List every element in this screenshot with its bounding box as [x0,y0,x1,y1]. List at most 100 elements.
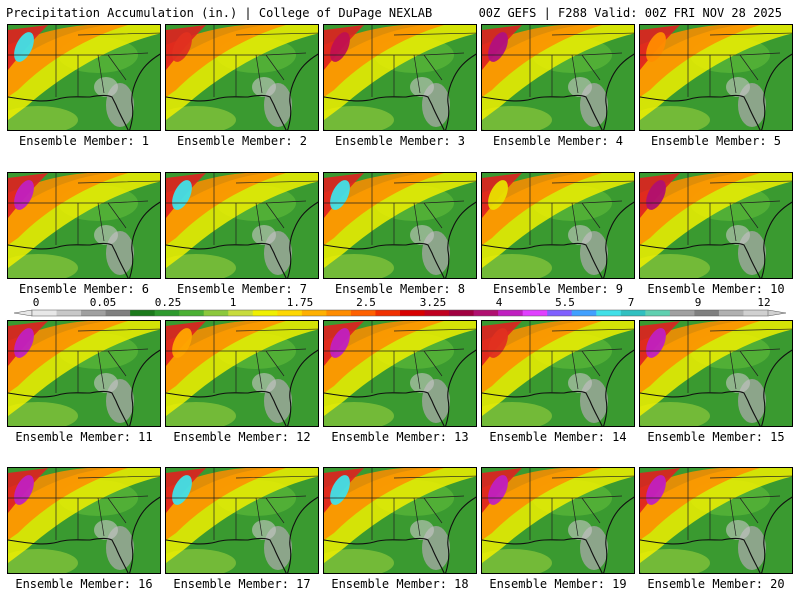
ensemble-member-label: Ensemble Member: 4 [492,134,624,148]
ensemble-member-label: Ensemble Member: 8 [334,282,466,296]
ensemble-map-panel [481,24,635,131]
colorbar-tick-label: 4 [495,296,503,309]
colorbar-segment [105,310,131,316]
ensemble-map-panel [323,320,477,427]
precip-map [640,468,792,573]
ensemble-map-panel [639,467,793,574]
colorbar-segment [694,310,720,316]
precip-map [8,321,160,426]
precip-map [8,468,160,573]
precip-map [166,25,318,130]
ensemble-map-panel [639,320,793,427]
ensemble-map-panel [7,320,161,427]
colorbar-segment [620,310,646,316]
valid-time-label: 00Z GEFS | F288 Valid: 00Z FRI NOV 28 20… [478,6,782,20]
colorbar-segment [56,310,82,316]
colorbar-segment [498,310,524,316]
precip-map [640,321,792,426]
colorbar-segment [32,310,58,316]
ensemble-member-label: Ensemble Member: 1 [18,134,150,148]
ensemble-map-panel [481,172,635,279]
ensemble-map-panel [165,172,319,279]
ensemble-member-label: Ensemble Member: 5 [650,134,782,148]
colorbar-segment [718,310,744,316]
colorbar-segment [449,310,475,316]
colorbar-segment [179,310,205,316]
precip-map [324,321,476,426]
colorbar-segment [375,310,401,316]
colorbar-tick-label: 3.25 [419,296,447,309]
colorbar-segment [400,310,426,316]
ensemble-member-label: Ensemble Member: 16 [15,577,153,591]
ensemble-member-label: Ensemble Member: 11 [15,430,153,444]
precip-map [8,25,160,130]
colorbar-tick-label: 7 [627,296,635,309]
ensemble-member-label: Ensemble Member: 13 [331,430,469,444]
ensemble-member-label: Ensemble Member: 18 [331,577,469,591]
ensemble-member-label: Ensemble Member: 19 [489,577,627,591]
ensemble-member-label: Ensemble Member: 9 [492,282,624,296]
ensemble-map-panel [323,172,477,279]
precip-map [324,25,476,130]
colorbar-segment [203,310,229,316]
precip-map [324,468,476,573]
precip-map [482,173,634,278]
ensemble-map-panel [481,320,635,427]
ensemble-map-panel [7,24,161,131]
ensemble-member-label: Ensemble Member: 14 [489,430,627,444]
colorbar-segment [350,310,376,316]
colorbar-tick-label: 0.05 [89,296,117,309]
ensemble-map-panel [165,24,319,131]
colorbar-segment [522,310,548,316]
ensemble-member-label: Ensemble Member: 7 [176,282,308,296]
colorbar-segment [277,310,303,316]
product-title: Precipitation Accumulation (in.) | Colle… [6,6,433,20]
ensemble-member-label: Ensemble Member: 20 [647,577,785,591]
colorbar-tick-label: 5.5 [555,296,575,309]
colorbar-tick-label: 0 [32,296,40,309]
precip-map [166,468,318,573]
precip-map [482,25,634,130]
colorbar-segment [571,310,597,316]
precip-map [640,173,792,278]
colorbar-segment [669,310,695,316]
colorbar-segment [252,310,278,316]
colorbar-segment [424,310,450,316]
ensemble-map-panel [323,467,477,574]
precipitation-colorbar [13,309,787,317]
precip-map [324,173,476,278]
ensemble-map-panel [639,24,793,131]
ensemble-map-panel [165,320,319,427]
ensemble-map-panel [323,24,477,131]
colorbar-segment [228,310,254,316]
colorbar-segment [596,310,622,316]
precip-map [482,321,634,426]
colorbar-tick-label: 9 [694,296,702,309]
colorbar-tick-label: 1 [229,296,237,309]
colorbar-segment [130,310,156,316]
precip-map [482,468,634,573]
ensemble-map-panel [165,467,319,574]
ensemble-map-panel [639,172,793,279]
colorbar-segment [645,310,671,316]
colorbar-segment [301,310,327,316]
precip-map [8,173,160,278]
ensemble-map-panel [481,467,635,574]
colorbar-segment [473,310,499,316]
ensemble-map-panel [7,467,161,574]
ensemble-member-label: Ensemble Member: 6 [18,282,150,296]
ensemble-member-label: Ensemble Member: 17 [173,577,311,591]
colorbar-segment [743,310,769,316]
ensemble-map-panel [7,172,161,279]
ensemble-member-label: Ensemble Member: 3 [334,134,466,148]
colorbar-tick-label: 12 [757,296,771,309]
colorbar-tick-label: 0.25 [154,296,182,309]
ensemble-member-label: Ensemble Member: 12 [173,430,311,444]
precip-map [640,25,792,130]
colorbar-segment [547,310,573,316]
ensemble-member-label: Ensemble Member: 10 [647,282,785,296]
ensemble-member-label: Ensemble Member: 2 [176,134,308,148]
precip-map [166,173,318,278]
colorbar-segment [154,310,180,316]
colorbar-segment [326,310,352,316]
